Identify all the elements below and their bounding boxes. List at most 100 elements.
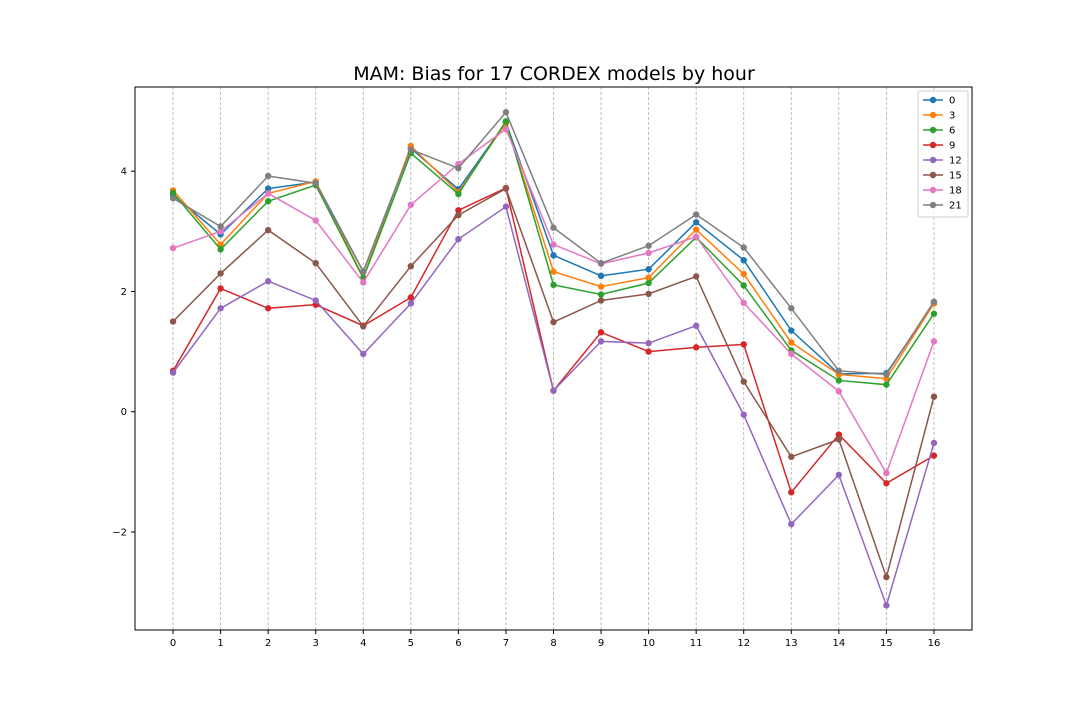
data-point bbox=[788, 339, 795, 346]
data-point bbox=[645, 290, 652, 298]
legend-marker bbox=[929, 201, 937, 209]
data-point bbox=[930, 310, 938, 317]
legend-label: 6 bbox=[949, 126, 955, 137]
data-point bbox=[645, 266, 652, 273]
data-point bbox=[407, 300, 415, 307]
legend-marker bbox=[929, 96, 937, 104]
legend-item: 12 bbox=[923, 156, 962, 167]
data-point bbox=[740, 299, 747, 307]
y-tick-label: −2 bbox=[112, 527, 127, 538]
x-tick-label: 9 bbox=[598, 638, 604, 649]
data-point bbox=[835, 471, 843, 479]
data-point bbox=[264, 278, 272, 285]
data-point bbox=[264, 172, 272, 180]
data-point bbox=[550, 387, 557, 394]
data-point bbox=[407, 146, 415, 153]
data-point bbox=[692, 322, 700, 329]
data-point bbox=[502, 185, 510, 192]
data-point bbox=[645, 249, 652, 257]
data-point bbox=[502, 125, 510, 133]
x-tick-label: 8 bbox=[550, 638, 556, 649]
data-point bbox=[788, 489, 795, 496]
legend-item: 15 bbox=[923, 171, 962, 182]
x-tick-label: 2 bbox=[265, 638, 271, 649]
legend-label: 0 bbox=[949, 96, 955, 107]
y-axis: −2 0 2 4 bbox=[112, 167, 135, 538]
series-layer bbox=[169, 109, 938, 609]
data-point bbox=[455, 207, 462, 214]
data-point bbox=[264, 226, 272, 234]
data-point bbox=[550, 268, 557, 275]
data-point bbox=[407, 294, 415, 301]
data-point bbox=[788, 305, 795, 312]
x-tick-label: 7 bbox=[503, 638, 509, 649]
data-point bbox=[169, 195, 177, 202]
x-tick-label: 15 bbox=[880, 638, 893, 649]
legend-label: 21 bbox=[949, 201, 962, 212]
data-point bbox=[597, 338, 605, 345]
data-point bbox=[312, 217, 319, 224]
data-point bbox=[788, 327, 795, 334]
data-point bbox=[692, 226, 700, 233]
legend-marker bbox=[929, 111, 937, 119]
x-tick-label: 16 bbox=[928, 638, 941, 649]
data-point bbox=[788, 350, 795, 358]
data-point bbox=[645, 279, 652, 287]
legend-marker bbox=[929, 186, 937, 194]
x-tick-label: 13 bbox=[785, 638, 798, 649]
data-point bbox=[597, 291, 605, 298]
legend-item: 21 bbox=[923, 201, 962, 212]
data-point bbox=[217, 270, 224, 277]
data-point bbox=[740, 244, 747, 251]
data-point bbox=[692, 273, 700, 280]
data-point bbox=[597, 329, 605, 336]
data-point bbox=[930, 452, 938, 459]
legend-marker bbox=[929, 171, 937, 179]
data-point bbox=[217, 285, 224, 292]
data-point bbox=[360, 323, 367, 330]
legend-marker bbox=[929, 126, 937, 134]
data-point bbox=[883, 469, 890, 477]
data-point bbox=[692, 233, 700, 240]
data-point bbox=[169, 189, 177, 197]
legend-marker bbox=[929, 141, 937, 149]
data-point bbox=[550, 252, 557, 259]
data-point bbox=[217, 228, 224, 235]
x-tick-label: 11 bbox=[690, 638, 703, 649]
data-point bbox=[835, 388, 843, 395]
data-point bbox=[597, 272, 605, 280]
legend-box bbox=[917, 90, 969, 218]
x-tick-label: 0 bbox=[170, 638, 176, 649]
data-point bbox=[502, 109, 510, 116]
data-point bbox=[169, 369, 177, 376]
data-point bbox=[264, 198, 272, 205]
data-point bbox=[550, 318, 557, 326]
legend-label: 3 bbox=[949, 111, 955, 122]
data-point bbox=[788, 520, 795, 528]
data-point bbox=[407, 262, 415, 270]
data-point bbox=[930, 439, 938, 447]
data-point bbox=[502, 118, 510, 125]
data-point bbox=[740, 256, 747, 264]
data-point bbox=[264, 305, 272, 312]
data-point bbox=[883, 480, 890, 487]
data-point bbox=[550, 224, 557, 231]
data-point bbox=[645, 274, 652, 281]
data-point bbox=[692, 211, 700, 218]
data-point bbox=[169, 244, 177, 252]
legend-item: 0 bbox=[923, 96, 955, 107]
x-tick-label: 10 bbox=[642, 638, 655, 649]
data-point bbox=[645, 339, 652, 347]
data-point bbox=[264, 185, 272, 192]
data-point bbox=[312, 297, 319, 304]
data-point bbox=[312, 259, 319, 267]
data-point bbox=[883, 573, 890, 581]
data-point bbox=[740, 270, 747, 278]
data-point bbox=[455, 190, 462, 198]
legend-label: 15 bbox=[949, 171, 962, 182]
data-point bbox=[835, 367, 843, 375]
chart-title: MAM: Bias for 17 CORDEX models by hour bbox=[353, 63, 755, 85]
legend-item: 6 bbox=[923, 126, 955, 137]
data-point bbox=[930, 393, 938, 400]
